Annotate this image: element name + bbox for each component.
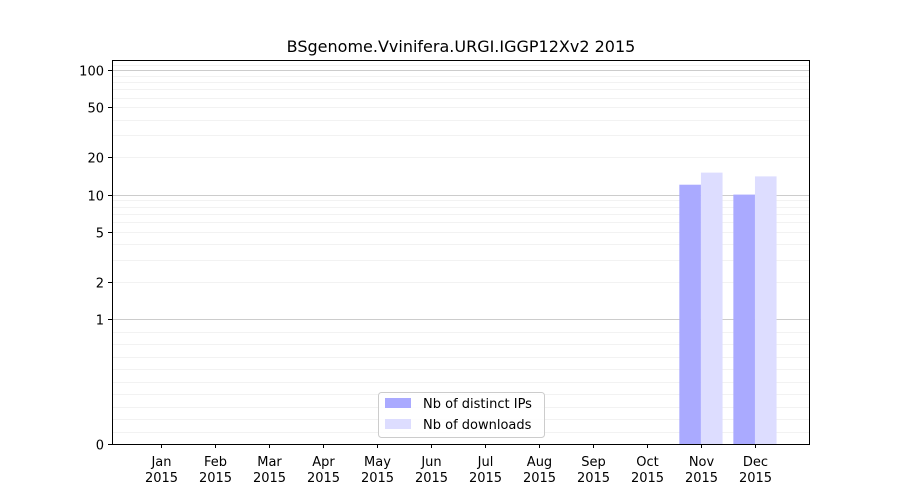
x-tick-label-year: 2015: [307, 471, 340, 486]
x-tick-label-month: Nov: [689, 455, 715, 470]
chart-title: BSgenome.Vvinifera.URGI.IGGP12Xv2 2015: [287, 37, 636, 56]
legend-label-downloads: Nb of downloads: [423, 418, 532, 433]
x-tick-label-month: May: [364, 455, 391, 470]
x-tick-label-month: Dec: [743, 455, 768, 470]
y-tick-label: 5: [96, 227, 104, 242]
plot-frame: [112, 60, 810, 445]
y-tick-label: 100: [79, 65, 104, 80]
y-tick-label: 2: [96, 277, 104, 292]
x-tick-label-year: 2015: [199, 471, 232, 486]
y-tick-label: 50: [87, 102, 104, 117]
x-tick-label-month: Feb: [204, 455, 227, 470]
x-tick-label-year: 2015: [415, 471, 448, 486]
x-tick-label-year: 2015: [145, 471, 178, 486]
x-tick-label-year: 2015: [253, 471, 286, 486]
x-tick-label-year: 2015: [361, 471, 394, 486]
bar-ips: [679, 184, 701, 444]
x-tick-label-year: 2015: [469, 471, 502, 486]
x-tick-label-year: 2015: [739, 471, 772, 486]
x-tick-label-month: Aug: [527, 455, 552, 470]
y-tick-label: 0: [96, 439, 104, 454]
x-tick-label-month: Jun: [420, 455, 441, 470]
y-tick-label: 20: [87, 152, 104, 167]
x-tick-label-month: Jul: [477, 455, 494, 470]
bars: [679, 172, 777, 444]
x-tick-label-month: Jan: [150, 455, 171, 470]
x-tick-label-year: 2015: [523, 471, 556, 486]
x-tick-label-month: Apr: [312, 455, 335, 470]
x-tick-label-month: Sep: [581, 455, 606, 470]
legend: Nb of distinct IPs Nb of downloads: [378, 392, 545, 438]
legend-label-ips: Nb of distinct IPs: [423, 397, 532, 412]
x-tick-label-year: 2015: [577, 471, 610, 486]
legend-box: [378, 392, 545, 438]
x-axis: Jan2015Feb2015Mar2015Apr2015May2015Jun20…: [145, 444, 772, 486]
x-tick-label-month: Mar: [257, 455, 282, 470]
bar-downloads: [700, 172, 723, 444]
x-tick-label-year: 2015: [631, 471, 664, 486]
bar-ips: [733, 194, 755, 444]
y-axis: 0 1 2 5 10 20 50 100: [79, 65, 112, 454]
y-tick-label: 1: [96, 314, 104, 329]
legend-swatch-ips: [385, 398, 411, 408]
legend-swatch-downloads: [385, 419, 411, 429]
y-tick-label: 10: [87, 190, 104, 205]
x-tick-label-year: 2015: [685, 471, 718, 486]
x-tick-label-month: Oct: [636, 455, 658, 470]
bar-downloads: [754, 176, 777, 444]
